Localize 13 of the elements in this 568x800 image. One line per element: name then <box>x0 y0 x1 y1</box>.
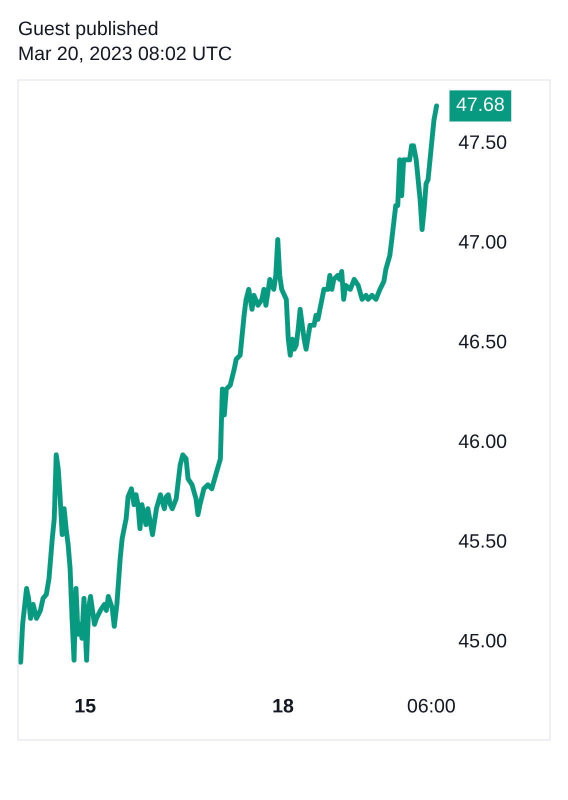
x-tick-label: 18 <box>273 698 294 713</box>
x-tick-label: 15 <box>76 699 96 713</box>
line-series <box>18 103 440 665</box>
y-tick-label: 47.50 <box>458 135 506 150</box>
x-tick-label: 06:00 <box>408 698 455 713</box>
y-tick-label: 46.00 <box>458 434 506 448</box>
y-tick-label: 47.00 <box>458 234 506 249</box>
annotation: 47.68 <box>456 97 504 112</box>
chart-title: Guest published <box>18 20 158 40</box>
chart-subtitle: Mar 20, 2023 08:02 UTC <box>20 46 232 63</box>
y-tick-label: 46.50 <box>458 334 506 348</box>
y-tick-label: 45.00 <box>458 634 506 648</box>
y-tick-label: 45.50 <box>458 534 506 548</box>
